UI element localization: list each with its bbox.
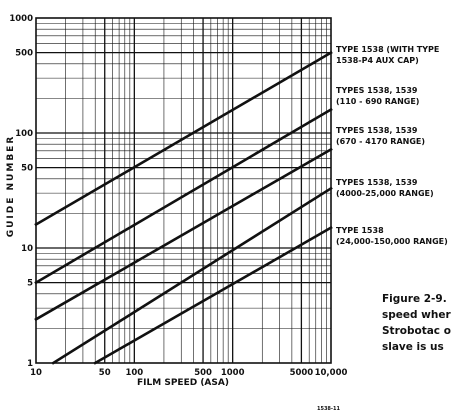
x-tick-label: 10 bbox=[30, 368, 42, 378]
caption-line: speed wher bbox=[382, 309, 451, 321]
y-tick-label: 10 bbox=[21, 244, 33, 254]
caption-line: Figure 2-9. bbox=[382, 293, 447, 305]
series-label: TYPES 1538, 1539 bbox=[336, 178, 418, 187]
series-line bbox=[34, 147, 333, 322]
y-tick-label: 1 bbox=[27, 359, 33, 369]
x-tick-label: 1000 bbox=[221, 368, 245, 378]
caption-line: slave is us bbox=[382, 341, 444, 353]
series-line bbox=[93, 225, 333, 365]
x-tick-label: 10,000 bbox=[315, 368, 348, 378]
x-tick-label: 500 bbox=[194, 368, 212, 378]
series-line bbox=[34, 50, 333, 227]
x-tick-label: 100 bbox=[125, 368, 143, 378]
series-label: 1538-P4 AUX CAP) bbox=[336, 56, 419, 65]
series-label: (110 - 690 RANGE) bbox=[336, 97, 419, 106]
y-tick-label: 1000 bbox=[9, 14, 33, 24]
figure-reference-code: 1538-11 bbox=[317, 406, 340, 412]
series-lines bbox=[34, 50, 333, 365]
series-label: TYPES 1538, 1539 bbox=[336, 126, 418, 135]
y-tick-label: 100 bbox=[15, 129, 33, 139]
y-tick-label: 50 bbox=[21, 164, 33, 174]
y-tick-labels: 1 5 10 50 100 500 1000 bbox=[9, 14, 33, 369]
series-labels: TYPE 1538 (WITH TYPE 1538-P4 AUX CAP) TYPE… bbox=[336, 45, 448, 246]
x-tick-labels: 10 50 100 500 1000 5000 10,000 bbox=[30, 368, 347, 378]
series-label: (4000-25,000 RANGE) bbox=[336, 189, 434, 198]
x-tick-label: 50 bbox=[99, 368, 111, 378]
series-label: TYPES 1538, 1539 bbox=[336, 86, 418, 95]
plot-frame bbox=[35, 17, 332, 364]
series-line bbox=[34, 107, 333, 285]
series-line bbox=[51, 186, 333, 365]
y-tick-label: 5 bbox=[27, 279, 33, 289]
series-label: TYPE 1538 (WITH TYPE bbox=[336, 45, 439, 54]
series-label: TYPE 1538 bbox=[336, 226, 384, 235]
y-tick-label: 500 bbox=[15, 49, 33, 59]
y-axis-title: GUIDE NUMBER bbox=[6, 135, 16, 238]
x-axis-title: FILM SPEED (ASA) bbox=[137, 378, 229, 388]
caption-line: Strobotac o bbox=[382, 325, 451, 337]
series-label: (670 - 4170 RANGE) bbox=[336, 137, 425, 146]
x-tick-label: 5000 bbox=[290, 368, 314, 378]
figure-caption: Figure 2-9. speed wher Strobotac o slave… bbox=[382, 293, 451, 353]
series-label: (24,000-150,000 RANGE) bbox=[336, 237, 448, 246]
